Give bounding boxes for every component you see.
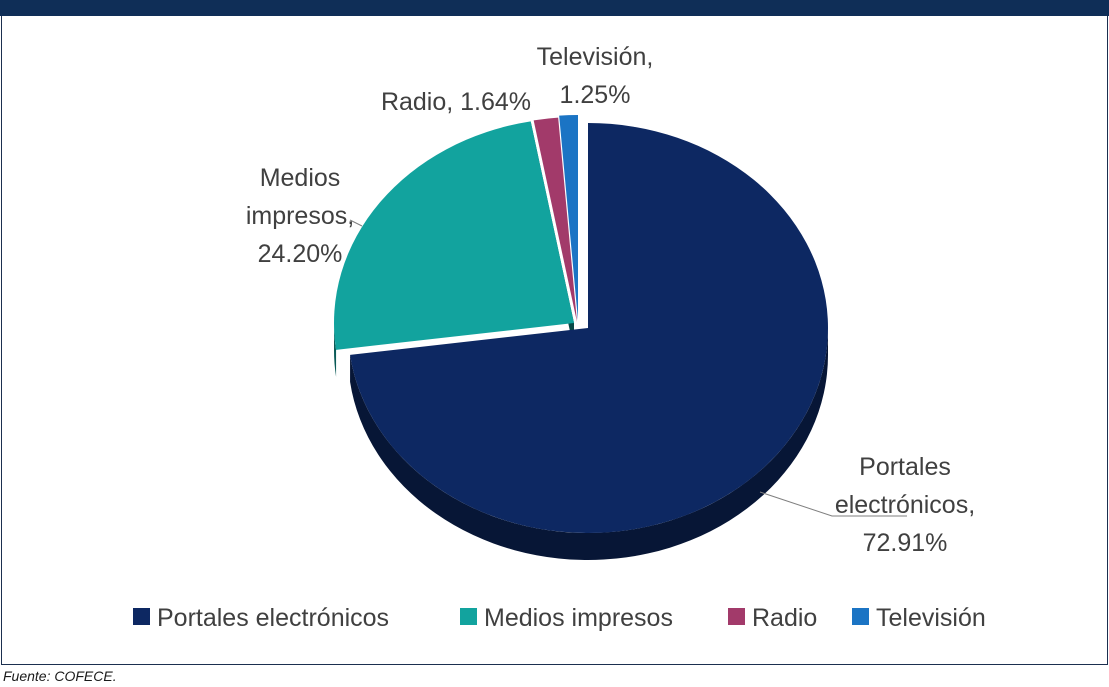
pie-slice-medios-impresos [334,121,574,350]
leader-line-medios-impresos [349,219,363,227]
source-note: Fuente: COFECE. [3,668,117,684]
legend-swatch-portales-electronicos [133,608,150,625]
pie-slice-radio [533,117,577,322]
legend-swatch-television [852,608,869,625]
legend-label-radio: Radio [752,604,817,632]
pie-slice-television [559,115,578,320]
data-label-portales-electronicos: Portales electrónicos, 72.91% [835,453,975,557]
leader-line-portales-electronicos [759,491,907,517]
data-label-medios-impresos: Medios impresos, 24.20% [246,164,354,268]
legend-label-television: Televisión [876,604,986,632]
pie-slice-side-medios-impresos [334,323,337,377]
legend-label-medios-impresos: Medios impresos [484,604,673,632]
legend-label-portales-electronicos: Portales electrónicos [157,604,389,632]
legend-swatch-medios-impresos [460,608,477,625]
data-label-television: Televisión, 1.25% [537,43,654,109]
data-label-radio: Radio, 1.64% [381,88,531,116]
top-banner [0,0,1109,16]
legend-swatch-radio [728,608,745,625]
pie-slice-portales-electronicos [350,123,828,534]
